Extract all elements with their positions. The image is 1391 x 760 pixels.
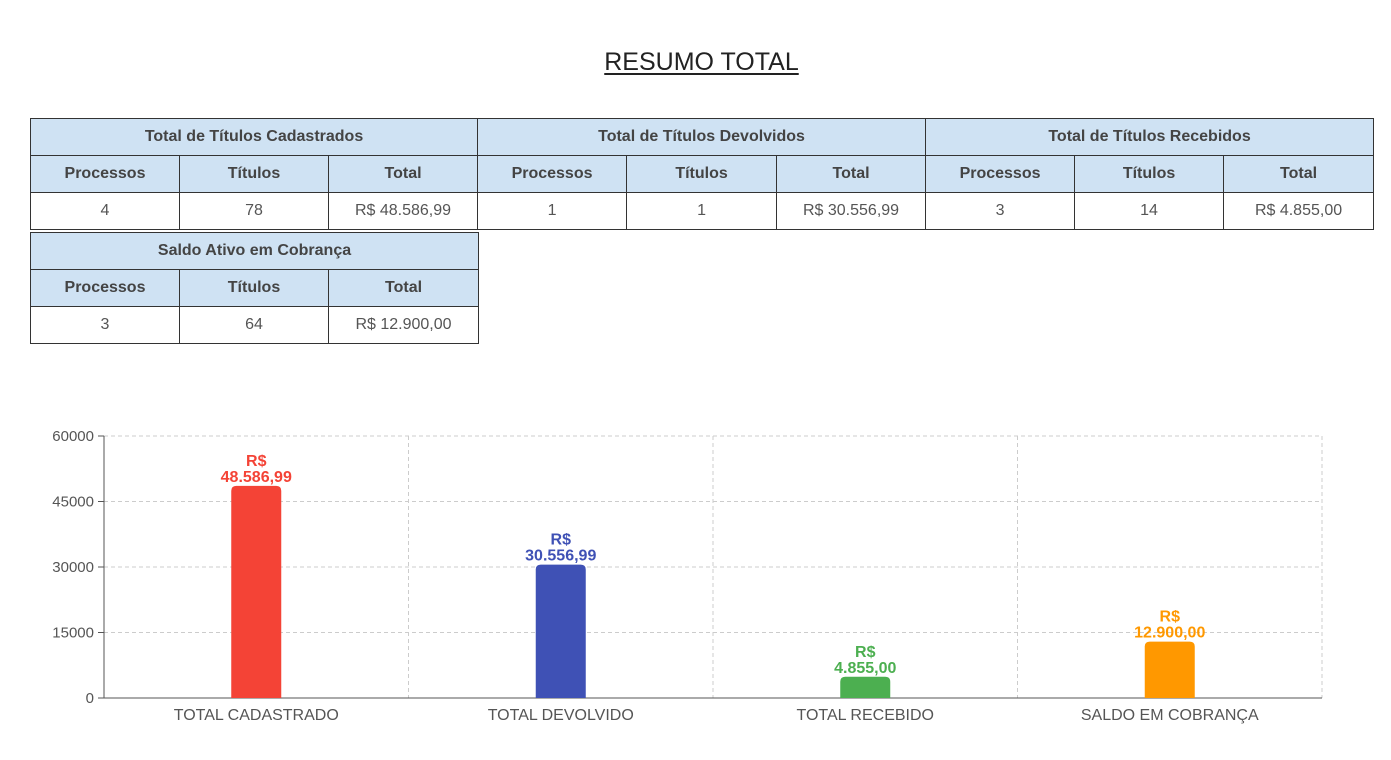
- column-header-processos: Processos: [30, 155, 180, 193]
- column-header-processos: Processos: [925, 155, 1076, 193]
- cell-total: R$ 12.900,00: [327, 306, 480, 344]
- column-header-total: Total: [327, 155, 479, 193]
- column-header-titulos: Títulos: [179, 155, 329, 193]
- bar-data-label: 48.586,99: [221, 469, 292, 486]
- cell-total: R$ 30.556,99: [776, 192, 927, 230]
- bar-data-label: 30.556,99: [525, 548, 596, 565]
- bar: [1144, 641, 1195, 698]
- cell-processos: 1: [477, 192, 628, 230]
- cell-processos: 3: [925, 192, 1076, 230]
- bar-data-label: R$: [551, 532, 572, 549]
- y-tick-label: 15000: [52, 625, 94, 642]
- column-header-processos: Processos: [30, 269, 180, 307]
- summary-table-top: Total de Títulos Cadastrados Total de Tí…: [29, 118, 1375, 230]
- bar-data-label: R$: [855, 644, 876, 661]
- column-header-titulos: Títulos: [1074, 155, 1225, 193]
- y-tick-label: 45000: [52, 494, 94, 511]
- group-title-cadastrados: Total de Títulos Cadastrados: [29, 118, 479, 156]
- cell-titulos: 14: [1074, 192, 1225, 230]
- cell-titulos: 78: [179, 192, 329, 230]
- cell-total: R$ 48.586,99: [327, 192, 479, 230]
- column-header-titulos: Títulos: [626, 155, 778, 193]
- column-header-total: Total: [327, 269, 480, 307]
- table-row: 3 64 R$ 12.900,00: [30, 306, 480, 344]
- cell-processos: 4: [30, 192, 180, 230]
- x-tick-label: TOTAL RECEBIDO: [796, 707, 934, 724]
- x-tick-label: TOTAL CADASTRADO: [174, 707, 339, 724]
- bar-data-label: R$: [1160, 609, 1181, 626]
- column-header-total: Total: [1223, 155, 1375, 193]
- bar: [840, 676, 891, 698]
- cell-total: R$ 4.855,00: [1223, 192, 1375, 230]
- bar: [231, 485, 282, 698]
- bar-data-label: R$: [246, 453, 267, 470]
- page-title: RESUMO TOTAL: [604, 48, 799, 76]
- column-header-titulos: Títulos: [179, 269, 329, 307]
- table-row: 4 78 R$ 48.586,99 1 1 R$ 30.556,99 3 14 …: [30, 192, 1375, 230]
- y-tick-label: 30000: [52, 559, 94, 576]
- x-tick-label: TOTAL DEVOLVIDO: [488, 707, 634, 724]
- cell-processos: 3: [30, 306, 180, 344]
- column-header-processos: Processos: [477, 155, 628, 193]
- y-tick-label: 0: [86, 690, 94, 707]
- group-title-saldo: Saldo Ativo em Cobrança: [29, 232, 480, 270]
- bar: [535, 564, 586, 698]
- bar-data-label: 12.900,00: [1134, 625, 1205, 642]
- group-title-devolvidos: Total de Títulos Devolvidos: [477, 118, 927, 156]
- column-header-total: Total: [776, 155, 927, 193]
- x-tick-label: SALDO EM COBRANÇA: [1081, 707, 1259, 724]
- group-title-recebidos: Total de Títulos Recebidos: [925, 118, 1375, 156]
- summary-table-saldo: Saldo Ativo em Cobrança Processos Título…: [29, 232, 480, 344]
- cell-titulos: 1: [626, 192, 778, 230]
- cell-titulos: 64: [179, 306, 329, 344]
- bar-data-label: 4.855,00: [834, 660, 896, 677]
- y-tick-label: 60000: [52, 428, 94, 445]
